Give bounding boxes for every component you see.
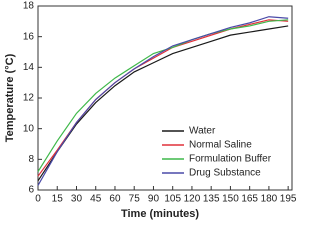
- y-tick-label: 18: [23, 1, 35, 12]
- x-tick-label: 75: [129, 194, 141, 205]
- legend-label: Drug Substance: [189, 168, 261, 179]
- x-tick-label: 30: [71, 194, 83, 205]
- y-tick-label: 10: [23, 123, 35, 134]
- y-tick-label: 8: [28, 154, 34, 165]
- chart: Time (minutes) Temperature (°C) 6 8 10 12 14…: [4, 1, 297, 220]
- y-tick-label: 16: [23, 31, 35, 42]
- legend-label: Normal Saline: [189, 140, 252, 151]
- y-tick-label: 6: [28, 185, 34, 196]
- x-tick-label: 195: [280, 194, 297, 205]
- x-tick-label: 15: [52, 194, 64, 205]
- x-tick-label: 0: [35, 194, 41, 205]
- x-tick-label: 150: [222, 194, 239, 205]
- x-tick-label: 45: [90, 194, 102, 205]
- x-tick-label: 60: [109, 194, 121, 205]
- series-line: [37, 25, 289, 182]
- x-axis-label: Time (minutes): [121, 208, 199, 220]
- x-tick-label: 90: [148, 194, 160, 205]
- x-tick-label: 135: [203, 194, 220, 205]
- legend-label: Formulation Buffer: [189, 154, 272, 165]
- y-tick-label: 14: [23, 62, 35, 73]
- x-tick-label: 120: [184, 194, 201, 205]
- y-tick-label: 12: [23, 93, 35, 104]
- x-tick-label: 105: [164, 194, 181, 205]
- x-tick-label: 180: [261, 194, 278, 205]
- series-line: [37, 16, 289, 186]
- y-axis-label: Temperature (°C): [4, 53, 16, 142]
- series-line: [37, 19, 289, 172]
- x-tick-label: 165: [241, 194, 258, 205]
- legend-label: Water: [189, 126, 216, 137]
